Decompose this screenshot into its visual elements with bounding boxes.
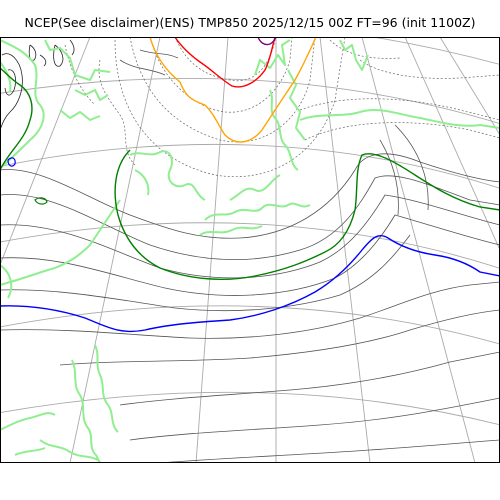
isotherm-green: [0, 67, 500, 280]
isotherm-red: [174, 37, 276, 88]
isotherm-blue-small: [7, 157, 16, 167]
isotherm-orange: [149, 37, 317, 143]
dashed-contours: [64, 37, 500, 177]
map-frame: [0, 37, 500, 463]
graticule-meridians: [0, 37, 500, 463]
isotherm-blue: [0, 234, 500, 333]
graticule-parallels: [0, 37, 500, 426]
isotherm-green-small: [34, 197, 48, 205]
terrain-contours: [0, 39, 75, 131]
isotherm-purple: [257, 37, 277, 46]
pressure-contours: [0, 49, 500, 463]
map-title: NCEP(See disclaimer)(ENS) TMP850 2025/12…: [24, 15, 476, 30]
coastlines: [0, 39, 500, 463]
